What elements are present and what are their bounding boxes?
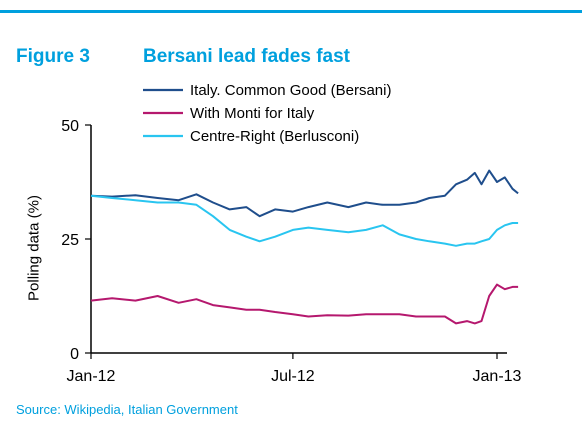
y-tick-label: 50 — [61, 118, 79, 135]
series-line-0 — [90, 169, 519, 218]
series-line-1 — [90, 283, 519, 325]
legend-label-0: Italy. Common Good (Bersani) — [190, 82, 391, 99]
y-tick-label: 25 — [61, 232, 79, 249]
axes: 0 25 50 Jan-12 Jul-12 Jan-13 — [61, 118, 521, 385]
top-rule — [0, 10, 582, 13]
figure-number: Figure 3 — [16, 46, 90, 67]
legend: Italy. Common Good (Bersani) With Monti f… — [143, 82, 391, 145]
legend-label-2: Centre-Right (Berlusconi) — [190, 128, 359, 145]
chart-title: Bersani lead fades fast — [143, 46, 350, 67]
source-note: Source: Wikipedia, Italian Government — [16, 402, 238, 417]
legend-label-1: With Monti for Italy — [190, 105, 315, 122]
x-tick-label: Jan-12 — [67, 368, 116, 385]
series-lines — [90, 169, 519, 325]
x-tick-label: Jan-13 — [473, 368, 522, 385]
series-line-2 — [90, 194, 519, 247]
x-tick-label: Jul-12 — [271, 368, 315, 385]
y-tick-label: 0 — [70, 346, 79, 363]
